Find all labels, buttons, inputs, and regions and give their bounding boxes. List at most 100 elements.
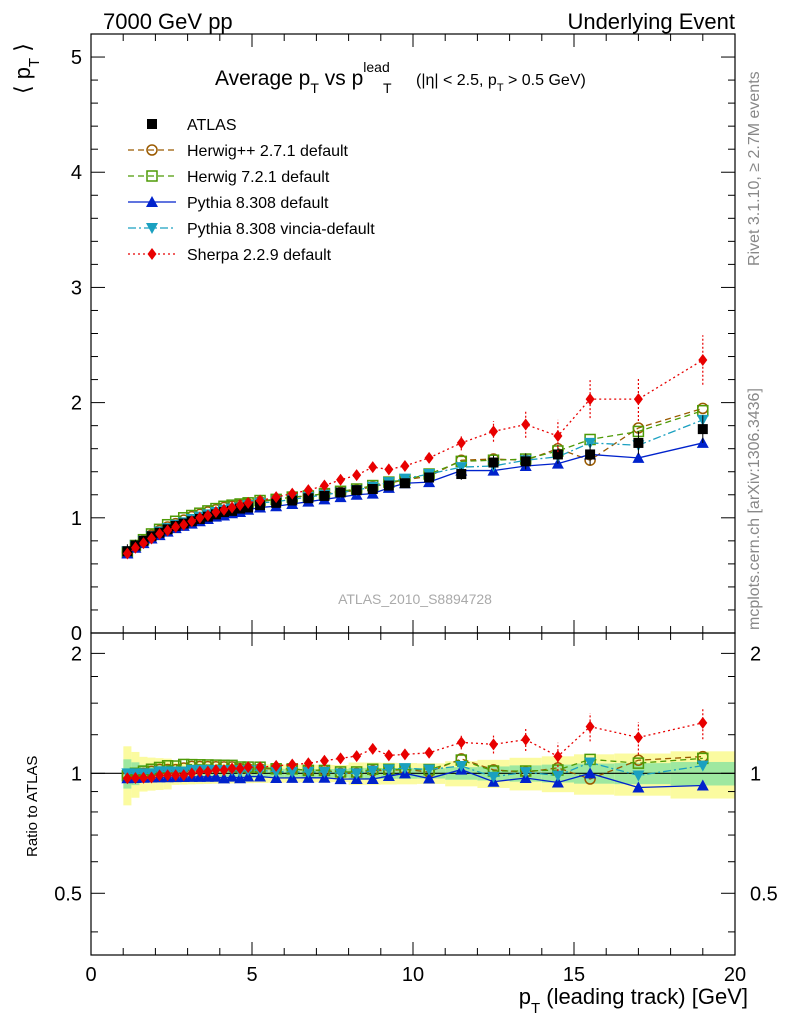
- axes-frames: 0 5 10 15 20 1 2 3 4 5 0 0.5 0.5 1 1 2 2: [54, 33, 778, 986]
- data-point: [489, 425, 498, 438]
- x-tick-label: 5: [246, 964, 257, 986]
- legend-marker: [146, 170, 158, 182]
- ratio-point: [632, 757, 645, 769]
- ratio-point: [368, 742, 378, 755]
- ratio-point: [187, 767, 197, 780]
- data-point: [368, 461, 378, 474]
- x-tick-label: 10: [402, 964, 424, 986]
- ratio-point: [551, 776, 564, 788]
- atlas-point: [456, 469, 467, 480]
- ratio-tick-label: 2: [71, 643, 82, 665]
- ratio-point: [519, 767, 532, 779]
- data-point: [227, 501, 237, 514]
- data-point: [336, 473, 346, 486]
- ratio-point: [584, 767, 597, 779]
- ratio-point: [382, 770, 395, 782]
- ratio-tick-label: 1: [71, 763, 82, 785]
- ratio-line: [127, 757, 703, 777]
- ratio-line: [127, 768, 703, 789]
- legend-label: Herwig++ 2.7.1 default: [187, 143, 349, 160]
- data-point: [187, 515, 197, 528]
- legend-marker: [146, 196, 158, 207]
- ratio-point: [632, 770, 645, 782]
- legend: ATLAS Herwig++ 2.7.1 default Herwig 7.2.1 …: [128, 117, 375, 264]
- data-point: [303, 484, 313, 497]
- ratio-point: [400, 748, 410, 761]
- ratio-point: [203, 765, 213, 778]
- ratio-axis-label: Ratio to ATLAS: [24, 756, 41, 857]
- atlas-point: [383, 480, 394, 491]
- ratio-point: [318, 766, 331, 778]
- ratio-tick-label-right: 1: [750, 763, 761, 785]
- ratio-point: [130, 771, 140, 784]
- data-point: [456, 436, 466, 449]
- data-point: [211, 506, 221, 519]
- y-tick-label: 0: [71, 623, 82, 645]
- legend-entry: ATLAS: [147, 117, 237, 134]
- data-point: [122, 547, 132, 560]
- ratio-point: [384, 749, 394, 762]
- series-line: [127, 407, 703, 553]
- series-line: [127, 419, 704, 552]
- series-line: [127, 442, 703, 555]
- ratio-point: [336, 752, 346, 765]
- y-tick-label: 2: [71, 393, 82, 415]
- atlas-point: [351, 485, 362, 496]
- ratio-tick-label-right: 0.5: [750, 883, 778, 905]
- data-point: [219, 503, 229, 516]
- x-tick-label: 0: [85, 964, 96, 986]
- data-point: [255, 494, 265, 507]
- header-right: Underlying Event: [567, 9, 735, 34]
- atlas-point: [520, 456, 531, 467]
- atlas-point: [367, 484, 378, 495]
- data-point: [384, 463, 394, 476]
- data-series: [121, 335, 709, 793]
- ratio-point: [219, 764, 229, 777]
- legend-marker: [147, 119, 157, 129]
- ratio-point: [243, 761, 253, 774]
- rivet-version-label: Rivet 3.1.10, ≥ 2.7M events: [746, 71, 763, 266]
- data-point: [455, 462, 468, 474]
- ratio-point: [423, 764, 436, 776]
- x-axis-label: pT (leading track) [GeV]: [519, 984, 748, 1017]
- ratio-point: [195, 765, 205, 778]
- y-tick-label: 1: [71, 508, 82, 530]
- ratio-point: [163, 769, 173, 782]
- legend-label: Sherpa 2.2.9 default: [187, 247, 332, 264]
- ratio-point: [424, 746, 434, 759]
- data-point: [195, 511, 205, 524]
- ratio-point: [303, 757, 313, 770]
- chart-title: Average pT vs plead T (|η| < 2.5, pT > 0.5…: [215, 59, 586, 96]
- ratio-point: [255, 761, 265, 774]
- data-point: [179, 518, 189, 531]
- header-left: 7000 GeV pp: [103, 9, 233, 34]
- series-atlas: [122, 415, 708, 559]
- legend-label: Herwig 7.2.1 default: [187, 169, 330, 186]
- data-point: [271, 491, 281, 504]
- ratio-point: [270, 766, 283, 778]
- ratio-point: [122, 772, 132, 785]
- mcplots-label: mcplots.cern.ch [arXiv:1306.3436]: [746, 388, 763, 630]
- atlas-point: [303, 493, 314, 504]
- data-point: [521, 418, 531, 431]
- ratio-point: [489, 738, 498, 751]
- data-point: [698, 353, 708, 366]
- data-point: [163, 524, 173, 537]
- ratio-point: [271, 759, 281, 772]
- ratio-point: [366, 772, 379, 784]
- ratio-point: [398, 763, 411, 775]
- data-point: [424, 451, 434, 464]
- data-point: [171, 521, 181, 534]
- ratio-point: [696, 760, 709, 772]
- atlas-point: [424, 472, 435, 483]
- ratio-point: [155, 769, 165, 782]
- ratio-point: [179, 769, 189, 782]
- data-point: [585, 393, 595, 406]
- data-point: [352, 469, 362, 482]
- ratio-point: [226, 770, 239, 782]
- atlas-point: [287, 495, 298, 506]
- atlas-point: [399, 478, 410, 489]
- atlas-point: [697, 424, 708, 435]
- legend-entry: Pythia 8.308 vincia-default: [128, 221, 375, 238]
- data-point: [319, 479, 329, 492]
